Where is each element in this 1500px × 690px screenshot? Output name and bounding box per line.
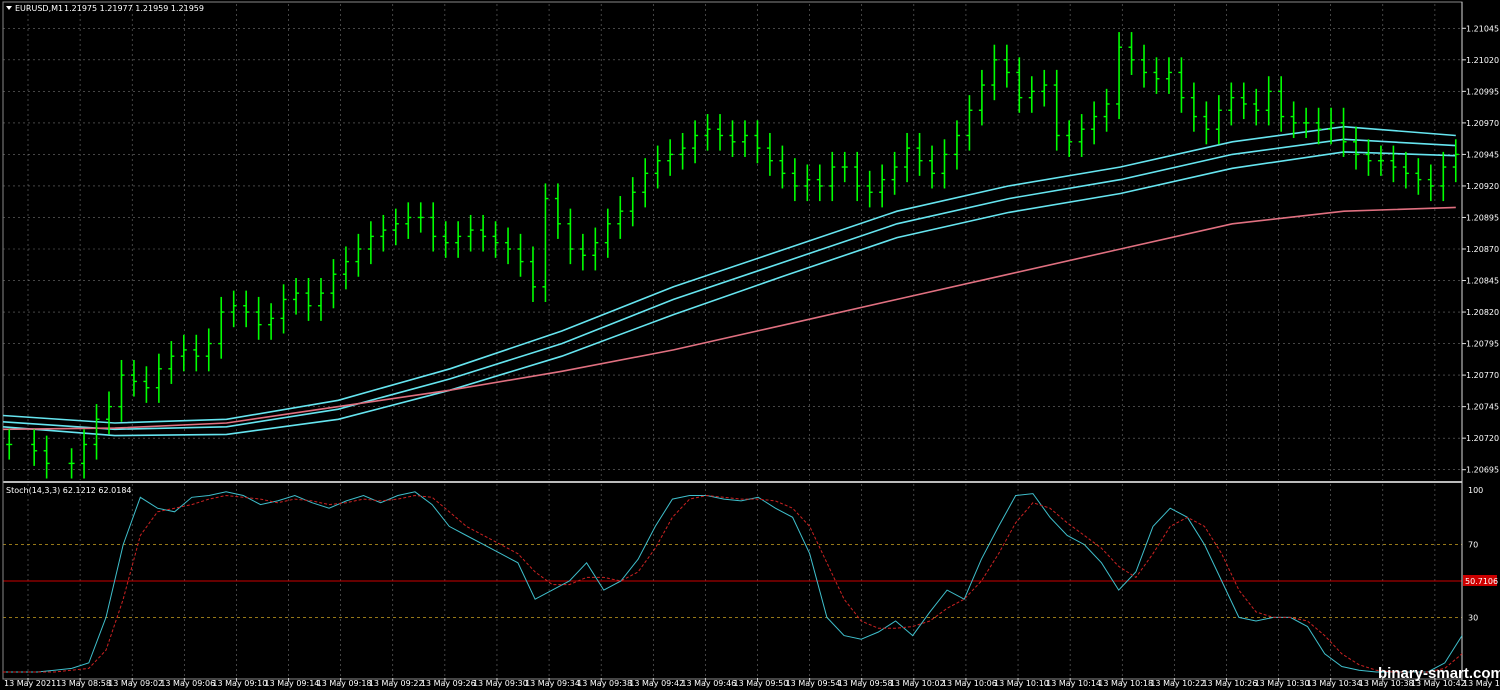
time-tick-label: 13 May 10:38 bbox=[1359, 679, 1414, 688]
price-tick-label: 1.20845 bbox=[1466, 277, 1499, 286]
time-tick-label: 13 May 10:26 bbox=[1202, 679, 1257, 688]
time-tick-label: 13 May 09:14 bbox=[265, 679, 320, 688]
time-tick-label: 13 May 10:42 bbox=[1411, 679, 1466, 688]
time-tick-label: 13 May 10:18 bbox=[1098, 679, 1153, 688]
ma-band-line bbox=[2, 125, 1456, 424]
indicator-grid bbox=[3, 484, 1462, 678]
time-tick-label: 13 May 10:14 bbox=[1046, 679, 1101, 688]
price-tick-label: 1.20745 bbox=[1466, 403, 1499, 412]
price-tick-label: 1.20895 bbox=[1466, 213, 1499, 222]
indicator-header: Stoch(14,3,3) 62.1212 62.0184 bbox=[6, 486, 132, 495]
price-tick-label: 1.20795 bbox=[1466, 340, 1499, 349]
time-tick-label: 13 May 10:10 bbox=[994, 679, 1049, 688]
time-tick-label: 13 May 09:50 bbox=[734, 679, 789, 688]
price-tick-label: 1.21020 bbox=[1466, 56, 1499, 65]
time-tick-label: 13 May 10:22 bbox=[1150, 679, 1205, 688]
time-tick-label: 13 May 2021 bbox=[4, 679, 56, 688]
stoch-signal-line bbox=[3, 494, 1463, 673]
time-tick-label: 13 May 09:02 bbox=[108, 679, 163, 688]
price-tick-label: 1.20820 bbox=[1466, 308, 1499, 317]
stochastic-lines bbox=[3, 491, 1463, 673]
time-tick-label: 13 May 09:30 bbox=[473, 679, 528, 688]
price-axis-ticks: 1.21045 1.21020 1.20995 1.20970 1.20945 1.209… bbox=[1462, 24, 1499, 475]
price-tick-label: 1.20945 bbox=[1466, 150, 1499, 159]
level-marker: 50.7106 bbox=[1463, 575, 1498, 586]
indicator-tick-label: 70 bbox=[1468, 541, 1478, 550]
ma-band-line bbox=[2, 138, 1456, 431]
time-tick-label: 13 May 10:46 bbox=[1463, 679, 1500, 688]
chart-dropdown-icon[interactable] bbox=[6, 6, 12, 10]
price-tick-label: 1.20720 bbox=[1466, 434, 1499, 443]
indicator-tick-label: 100 bbox=[1468, 486, 1483, 495]
indicator-tick-label: 30 bbox=[1468, 613, 1478, 622]
price-tick-label: 1.20920 bbox=[1466, 182, 1499, 191]
indicator-axis-ticks: 100 70 30 bbox=[1468, 486, 1483, 622]
time-tick-label: 13 May 09:18 bbox=[317, 679, 372, 688]
time-tick-label: 13 May 09:46 bbox=[681, 679, 736, 688]
watermark: binary-smart.com bbox=[1378, 665, 1500, 682]
time-tick-label: 13 May 09:54 bbox=[786, 679, 841, 688]
price-tick-label: 1.20970 bbox=[1466, 119, 1499, 128]
price-tick-label: 1.20695 bbox=[1466, 466, 1499, 475]
time-tick-label: 13 May 10:06 bbox=[942, 679, 997, 688]
slow-ma-line bbox=[2, 206, 1456, 431]
time-tick-label: 13 May 09:58 bbox=[838, 679, 893, 688]
chart-header: EURUSD,M1 1.21975 1.21977 1.21959 1.2195… bbox=[6, 4, 204, 13]
ma-band-line bbox=[2, 151, 1456, 437]
level-marker-label: 50.7106 bbox=[1465, 577, 1498, 586]
price-tick-label: 1.20770 bbox=[1466, 371, 1499, 380]
time-tick-label: 13 May 10:30 bbox=[1255, 679, 1310, 688]
time-tick-label: 13 May 09:22 bbox=[369, 679, 424, 688]
candles bbox=[6, 32, 1459, 479]
time-tick-label: 13 May 09:06 bbox=[160, 679, 215, 688]
time-tick-label: 13 May 09:26 bbox=[421, 679, 476, 688]
time-tick-label: 13 May 10:02 bbox=[890, 679, 945, 688]
time-tick-label: 13 May 09:38 bbox=[577, 679, 632, 688]
price-tick-label: 1.20995 bbox=[1466, 87, 1499, 96]
time-tick-label: 13 May 09:42 bbox=[629, 679, 684, 688]
time-tick-label: 13 May 09:34 bbox=[525, 679, 580, 688]
symbol-label: EURUSD,M1 bbox=[15, 4, 63, 13]
price-tick-label: 1.21045 bbox=[1466, 24, 1499, 33]
time-tick-label: 13 May 10:34 bbox=[1307, 679, 1362, 688]
time-tick-label: 13 May 08:58 bbox=[56, 679, 111, 688]
moving-average-lines bbox=[2, 125, 1456, 437]
ohlc-readout: 1.21975 1.21977 1.21959 1.21959 bbox=[64, 4, 204, 13]
stoch-main-line bbox=[3, 491, 1463, 673]
time-tick-label: 13 May 09:10 bbox=[212, 679, 267, 688]
price-tick-label: 1.20870 bbox=[1466, 245, 1499, 254]
